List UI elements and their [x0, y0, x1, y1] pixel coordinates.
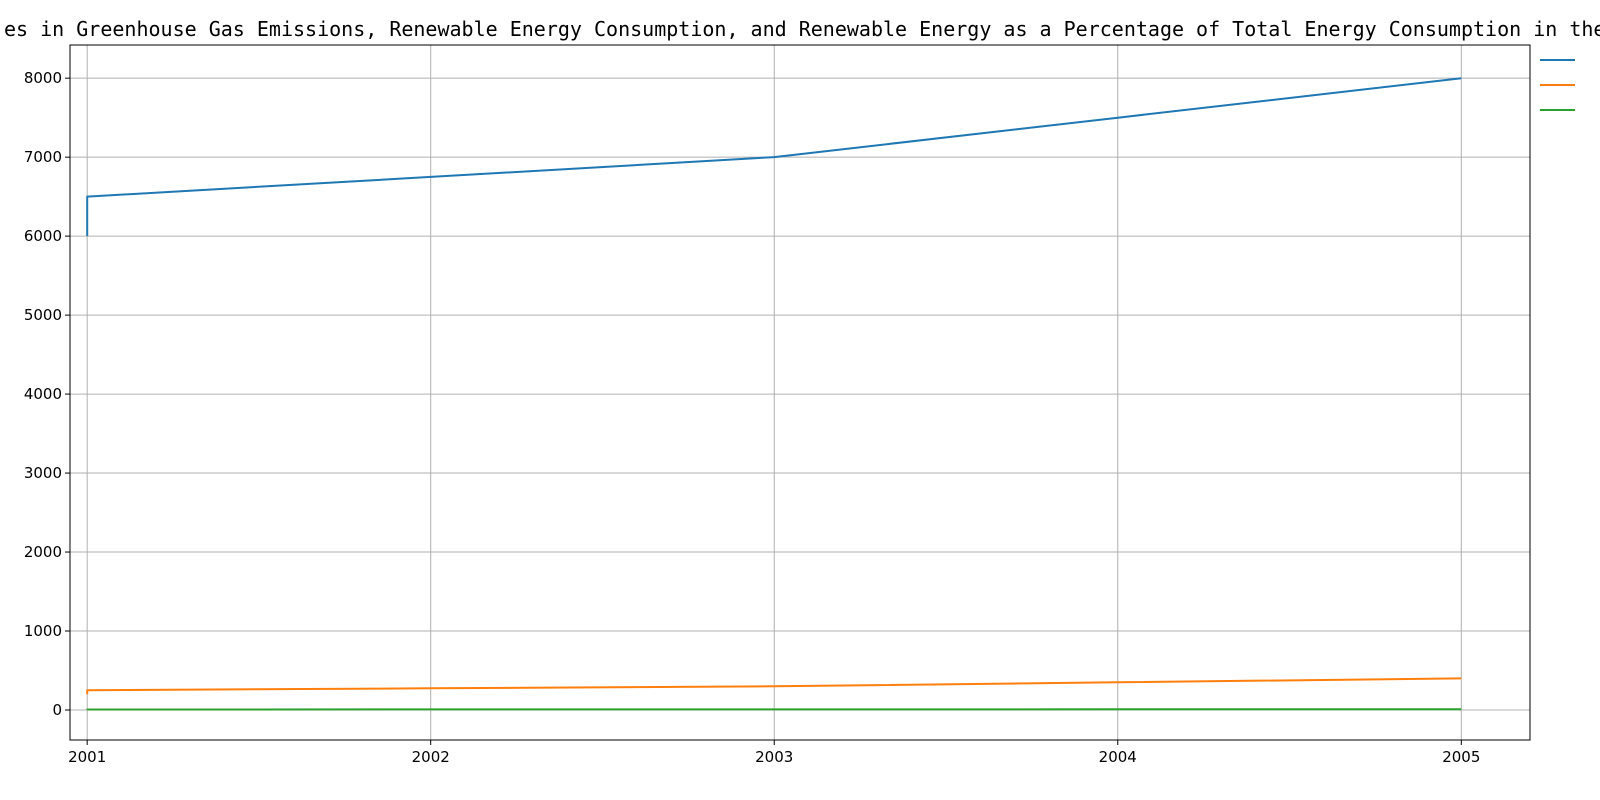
chart-title: es in Greenhouse Gas Emissions, Renewabl…	[4, 17, 1600, 41]
y-tick-label: 6000	[24, 227, 62, 245]
y-tick-label: 8000	[24, 69, 62, 87]
y-tick-label: 2000	[24, 543, 62, 561]
x-tick-label: 2003	[755, 748, 793, 766]
axis-ticks: 2001 2002 2003 2004 2005 0 1000 2000 3000 4000 500…	[24, 69, 1481, 766]
y-tick-label: 7000	[24, 148, 62, 166]
y-tick-label: 1000	[24, 622, 62, 640]
x-tick-label: 2002	[412, 748, 450, 766]
plot-area-frame	[70, 45, 1530, 740]
legend	[1540, 60, 1575, 110]
y-tick-label: 3000	[24, 464, 62, 482]
y-tick-label: 4000	[24, 385, 62, 403]
x-tick-label: 2005	[1442, 748, 1480, 766]
y-tick-label: 5000	[24, 306, 62, 324]
y-tick-label: 0	[52, 701, 62, 719]
x-tick-label: 2004	[1099, 748, 1137, 766]
x-tick-label: 2001	[68, 748, 106, 766]
grid	[70, 45, 1530, 740]
